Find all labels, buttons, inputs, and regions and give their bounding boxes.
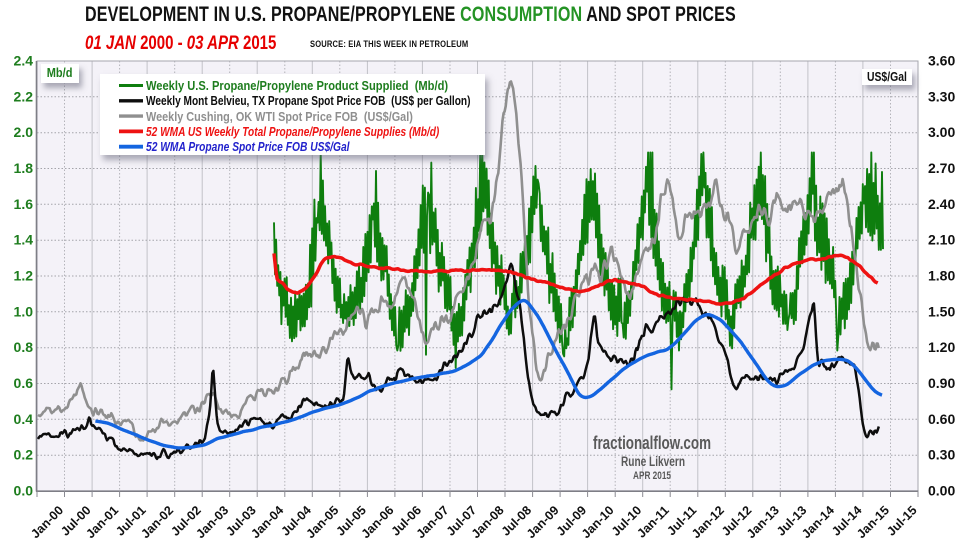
svg-text:0.90: 0.90 <box>928 375 955 391</box>
svg-text:1.80: 1.80 <box>928 268 955 284</box>
svg-text:1.8: 1.8 <box>14 160 34 176</box>
svg-text:0.00: 0.00 <box>928 483 955 499</box>
svg-text:2.70: 2.70 <box>928 160 955 176</box>
svg-text:0.4: 0.4 <box>14 411 34 427</box>
svg-text:fractionalflow.com: fractionalflow.com <box>593 433 711 453</box>
svg-text:0.30: 0.30 <box>928 447 955 463</box>
svg-text:Jan-00: Jan-00 <box>28 503 66 540</box>
svg-text:0.6: 0.6 <box>14 375 34 391</box>
svg-text:3.30: 3.30 <box>928 88 955 104</box>
svg-text:2.10: 2.10 <box>928 232 955 248</box>
svg-text:2.40: 2.40 <box>928 196 955 212</box>
svg-text:1.6: 1.6 <box>14 196 34 212</box>
svg-text:3.60: 3.60 <box>928 53 955 69</box>
svg-text:1.50: 1.50 <box>928 303 955 319</box>
svg-text:0.60: 0.60 <box>928 411 955 427</box>
svg-text:Jul-15: Jul-15 <box>884 503 919 538</box>
svg-text:2.4: 2.4 <box>14 53 34 69</box>
svg-text:1.20: 1.20 <box>928 339 955 355</box>
svg-text:1.4: 1.4 <box>14 232 34 248</box>
svg-text:3.00: 3.00 <box>928 124 955 140</box>
svg-text:0.0: 0.0 <box>14 483 34 499</box>
svg-text:0.2: 0.2 <box>14 447 34 463</box>
svg-text:Jan-11: Jan-11 <box>634 503 671 540</box>
svg-text:1.2: 1.2 <box>14 268 34 284</box>
svg-text:Rune Likvern: Rune Likvern <box>621 454 685 469</box>
svg-text:2.0: 2.0 <box>14 124 34 140</box>
svg-text:2.2: 2.2 <box>14 88 34 104</box>
svg-text:APR 2015: APR 2015 <box>633 470 671 482</box>
svg-text:1.0: 1.0 <box>14 303 34 319</box>
svg-text:0.8: 0.8 <box>14 339 34 355</box>
